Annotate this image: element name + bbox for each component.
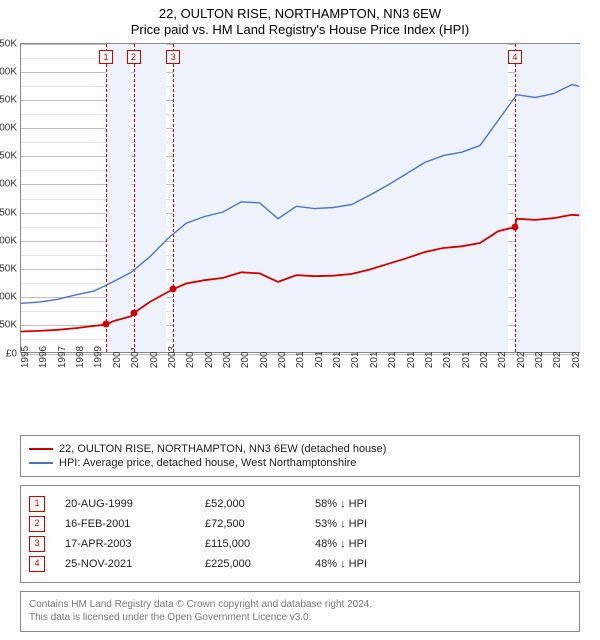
legend-swatch bbox=[29, 462, 53, 464]
transaction-dot bbox=[170, 285, 177, 292]
transaction-row: 2 16-FEB-2001£72,50053% ↓ HPI bbox=[29, 516, 571, 532]
transaction-row-box: 4 bbox=[29, 556, 45, 572]
legend-row: 22, OULTON RISE, NORTHAMPTON, NN3 6EW (d… bbox=[29, 443, 571, 455]
title-line-1: 22, OULTON RISE, NORTHAMPTON, NN3 6EW bbox=[8, 6, 592, 22]
y-tick-label: £550K bbox=[0, 38, 21, 49]
attribution-line-1: Contains HM Land Registry data © Crown c… bbox=[29, 598, 571, 612]
legend-row: HPI: Average price, detached house, West… bbox=[29, 457, 571, 469]
transaction-row-diff: 48% ↓ HPI bbox=[315, 538, 367, 550]
transaction-row-date: 16-FEB-2001 bbox=[65, 518, 205, 530]
transaction-row-diff: 48% ↓ HPI bbox=[315, 558, 367, 570]
y-tick-label: £0 bbox=[6, 348, 21, 359]
transaction-row-box: 3 bbox=[29, 536, 45, 552]
transaction-row-price: £115,000 bbox=[205, 538, 315, 550]
y-tick-label: £400K bbox=[0, 123, 21, 134]
transaction-row: 1 20-AUG-1999£52,00058% ↓ HPI bbox=[29, 496, 571, 512]
transaction-dot bbox=[130, 309, 137, 316]
y-tick-label: £350K bbox=[0, 151, 21, 162]
plot-area: £0£50K£100K£150K£200K£250K£300K£350K£400… bbox=[20, 43, 580, 353]
transaction-row: 3 17-APR-2003£115,00048% ↓ HPI bbox=[29, 536, 571, 552]
attribution-line-2: This data is licensed under the Open Gov… bbox=[29, 611, 571, 625]
transaction-row-date: 17-APR-2003 bbox=[65, 538, 205, 550]
transaction-row-date: 20-AUG-1999 bbox=[65, 498, 205, 510]
y-tick-label: £50K bbox=[0, 320, 21, 331]
transaction-row-price: £72,500 bbox=[205, 518, 315, 530]
series-svg bbox=[21, 44, 581, 354]
series-price_paid bbox=[21, 214, 579, 331]
transaction-row-box: 1 bbox=[29, 496, 45, 512]
legend: 22, OULTON RISE, NORTHAMPTON, NN3 6EW (d… bbox=[20, 435, 580, 477]
y-tick-label: £250K bbox=[0, 207, 21, 218]
series-hpi bbox=[21, 84, 579, 303]
transaction-marker-box: 4 bbox=[508, 50, 522, 64]
legend-label: HPI: Average price, detached house, West… bbox=[59, 457, 356, 469]
transaction-dot bbox=[511, 223, 518, 230]
transaction-row-date: 25-NOV-2021 bbox=[65, 558, 205, 570]
y-tick-label: £100K bbox=[0, 292, 21, 303]
transaction-marker-box: 1 bbox=[99, 50, 113, 64]
transaction-row-price: £52,000 bbox=[205, 498, 315, 510]
y-tick-label: £300K bbox=[0, 179, 21, 190]
y-tick-label: £150K bbox=[0, 263, 21, 274]
legend-label: 22, OULTON RISE, NORTHAMPTON, NN3 6EW (d… bbox=[59, 443, 386, 455]
y-tick-label: £500K bbox=[0, 66, 21, 77]
legend-swatch bbox=[29, 448, 53, 450]
transaction-row: 4 25-NOV-2021£225,00048% ↓ HPI bbox=[29, 556, 571, 572]
transaction-row-box: 2 bbox=[29, 516, 45, 532]
transaction-row-diff: 53% ↓ HPI bbox=[315, 518, 367, 530]
chart-container: 22, OULTON RISE, NORTHAMPTON, NN3 6EW Pr… bbox=[0, 0, 600, 640]
transaction-dot bbox=[103, 321, 110, 328]
y-tick-label: £450K bbox=[0, 94, 21, 105]
y-tick-label: £200K bbox=[0, 235, 21, 246]
transaction-marker-box: 3 bbox=[166, 50, 180, 64]
transaction-row-price: £225,000 bbox=[205, 558, 315, 570]
transactions-table: 1 20-AUG-1999£52,00058% ↓ HPI 2 16-FEB-2001… bbox=[20, 485, 580, 583]
transaction-marker-box: 2 bbox=[127, 50, 141, 64]
title-block: 22, OULTON RISE, NORTHAMPTON, NN3 6EW Pr… bbox=[8, 6, 592, 39]
x-axis-labels: 1995199619971998199920002001200220032004… bbox=[20, 353, 580, 391]
attribution-box: Contains HM Land Registry data © Crown c… bbox=[20, 591, 580, 632]
transaction-row-diff: 58% ↓ HPI bbox=[315, 498, 367, 510]
title-line-2: Price paid vs. HM Land Registry's House … bbox=[8, 22, 592, 38]
